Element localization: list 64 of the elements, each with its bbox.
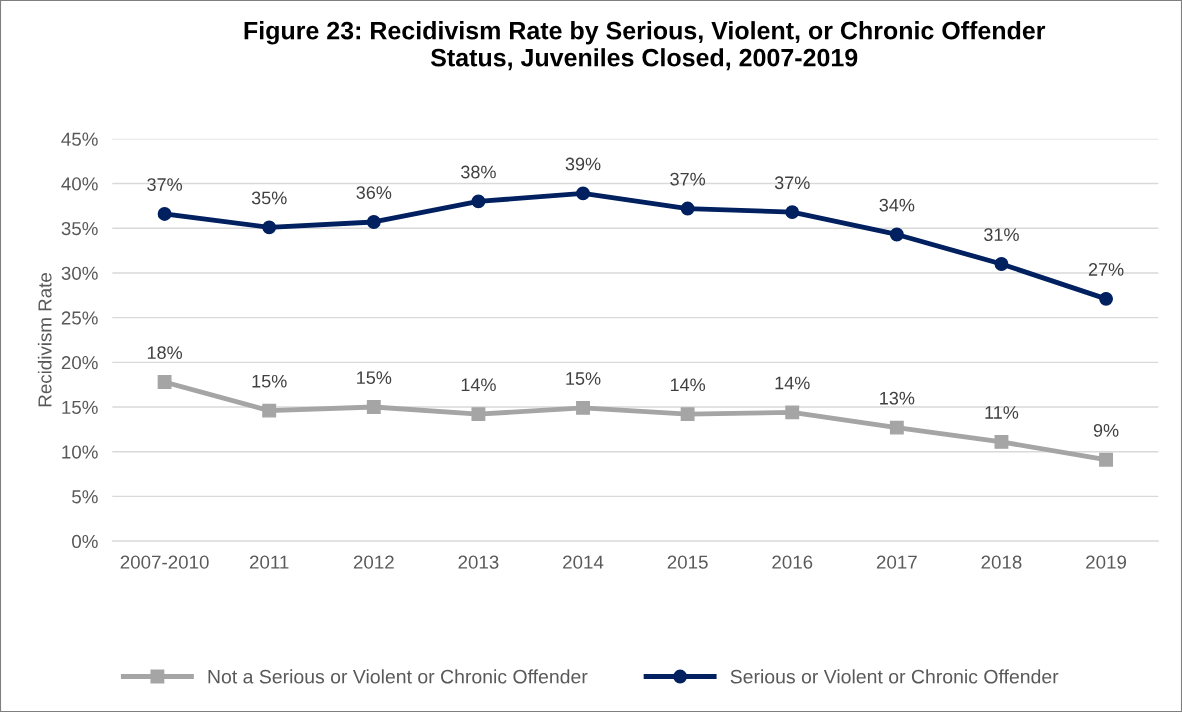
chart-title: Figure 23: Recidivism Rate by Serious, Violent, or Chronic Offender Status, Juveniles Closed, 2007-2019 xyxy=(244,21,1046,71)
point xyxy=(1099,452,1114,467)
legend-label: Serious or Violent or Chronic Offender xyxy=(730,669,1059,684)
point xyxy=(1099,291,1114,306)
point xyxy=(262,220,277,235)
y-tick-label: 35% xyxy=(61,221,98,236)
point xyxy=(680,407,695,422)
x-tick-label: 2012 xyxy=(353,555,394,569)
data-label: 37% xyxy=(147,178,183,191)
point xyxy=(366,400,381,414)
data-label: 39% xyxy=(565,157,601,171)
legend-label: Not a Serious or Violent or Chronic Offender xyxy=(208,669,588,684)
point xyxy=(576,400,590,415)
point xyxy=(994,257,1009,271)
data-label: 18% xyxy=(147,346,183,359)
y-tick-label: 20% xyxy=(61,356,98,370)
data-label: 15% xyxy=(252,374,287,388)
data-label: 9% xyxy=(1093,423,1119,437)
y-tick-label: 15% xyxy=(62,400,98,415)
data-label: 14% xyxy=(670,378,706,392)
data-label: 37% xyxy=(774,176,810,190)
x-tick-label: 2019 xyxy=(1086,555,1127,569)
y-axis-title: Recidivism Rate xyxy=(37,273,52,407)
data-label: 14% xyxy=(775,376,810,390)
point xyxy=(889,420,904,435)
point xyxy=(785,205,800,220)
point xyxy=(471,407,486,422)
point xyxy=(157,375,172,389)
data-label: 14% xyxy=(461,378,496,392)
data-label: 36% xyxy=(356,186,392,199)
data-label: 34% xyxy=(879,198,915,212)
x-tick-label: 2016 xyxy=(772,555,813,569)
x-tick-label: 2007-2010 xyxy=(120,555,209,569)
data-label: 27% xyxy=(1088,263,1124,276)
y-tick-label: 10% xyxy=(62,445,98,459)
x-tick-label: 2018 xyxy=(981,555,1022,569)
x-tick-label: 2017 xyxy=(876,555,917,569)
x-tick-label: 2014 xyxy=(563,555,604,569)
data-label: 31% xyxy=(984,228,1019,241)
point xyxy=(157,206,172,221)
point xyxy=(471,194,486,209)
y-tick-label: 30% xyxy=(61,266,98,280)
data-label: 37% xyxy=(670,172,706,186)
y-tick-label: 40% xyxy=(61,177,98,191)
data-label: 15% xyxy=(566,372,601,385)
point xyxy=(262,403,277,418)
data-label: 13% xyxy=(880,391,915,405)
y-tick-label: 5% xyxy=(72,490,98,504)
point xyxy=(994,434,1009,449)
y-tick-label: 0% xyxy=(72,534,98,549)
x-tick-label: 2011 xyxy=(249,555,289,569)
x-tick-label: 2013 xyxy=(458,555,499,569)
y-tick-label: 45% xyxy=(61,132,98,146)
data-label: 11% xyxy=(985,406,1019,419)
point xyxy=(576,186,590,201)
x-tick-label: 2015 xyxy=(667,555,708,569)
point xyxy=(366,215,381,229)
y-tick-label: 25% xyxy=(61,311,98,325)
data-label: 38% xyxy=(461,165,496,179)
point xyxy=(785,405,800,420)
data-label: 35% xyxy=(251,191,287,205)
point xyxy=(680,201,695,216)
data-label: 15% xyxy=(357,371,392,385)
point xyxy=(889,227,904,242)
